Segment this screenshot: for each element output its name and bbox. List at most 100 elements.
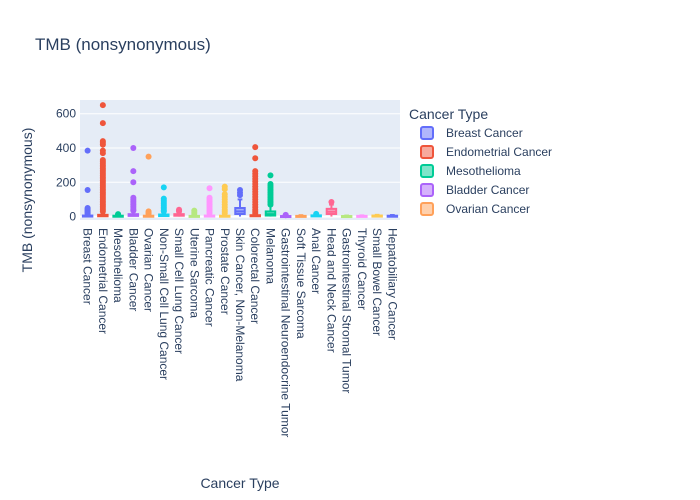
box-outlier-point (328, 199, 335, 205)
box-outlier-point (130, 179, 137, 186)
legend-label: Breast Cancer (446, 126, 523, 140)
legend-title: Cancer Type (409, 106, 488, 122)
box-outlier-point (252, 210, 259, 217)
x-tick-label: Gastrointestinal Stromal Tumor (340, 228, 354, 393)
box-traces (81, 102, 399, 219)
box-outlier-point (191, 211, 198, 217)
legend-swatch (420, 202, 434, 216)
box-trace (81, 147, 94, 218)
box-outlier-point (221, 210, 228, 217)
x-tick-label: Endometrial Cancer (96, 228, 110, 334)
legend-item: Endometrial Cancer (420, 145, 552, 159)
box-outlier-point (99, 102, 106, 109)
x-tick-label: Melanoma (263, 228, 277, 284)
x-tick-label: Soft Tissue Sarcoma (294, 228, 308, 339)
y-tick-label: 400 (56, 141, 76, 155)
box-trace (249, 144, 261, 218)
legend-item: Breast Cancer (420, 126, 523, 140)
legend-swatch (420, 183, 434, 197)
box-outlier-point (145, 211, 152, 217)
box-outlier-point (221, 186, 228, 193)
x-tick-label: Skin Cancer, Non-Melanoma (233, 228, 247, 382)
box-trace (310, 210, 322, 218)
x-axis-title: Cancer Type (200, 475, 279, 491)
box-outlier-point (84, 211, 91, 217)
box-outlier-point (130, 145, 137, 151)
x-tick-label: Breast Cancer (81, 228, 95, 305)
box-trace (127, 145, 140, 217)
box-outlier-point (145, 153, 152, 160)
box-trace (188, 207, 201, 218)
box-outlier-point (267, 201, 274, 208)
legend-label: Endometrial Cancer (446, 145, 552, 159)
chart-title: TMB (nonsynonymous) (35, 35, 211, 54)
y-axis-title: TMB (nonsynonymous) (19, 128, 35, 273)
legend-item: Bladder Cancer (420, 183, 529, 197)
box-trace (173, 206, 185, 217)
x-tick-label: Small Cell Lung Cancer (172, 228, 186, 354)
box-trace (279, 211, 292, 219)
x-tick-label: Colorectal Cancer (248, 228, 262, 324)
legend-swatch (420, 126, 434, 140)
x-tick-label: Non-Small Cell Lung Cancer (157, 228, 171, 380)
x-tick-label: Mesothelioma (111, 228, 125, 303)
box-outlier-point (252, 155, 259, 162)
x-tick-label: Anal Cancer (309, 228, 323, 294)
x-tick-label: Prostate Cancer (218, 228, 232, 315)
box-outlier-point (160, 184, 167, 191)
legend-label: Ovarian Cancer (446, 202, 530, 216)
box-trace (203, 185, 216, 218)
x-tick-label: Thyroid Cancer (355, 228, 369, 310)
box-outlier-point (84, 187, 91, 193)
box-outlier-point (99, 208, 106, 215)
legend-label: Bladder Cancer (446, 183, 529, 197)
x-tick-labels: Breast Cancer Endometrial Cancer Mesotheli… (81, 228, 400, 437)
box-outlier-point (99, 150, 106, 157)
box-trace (371, 213, 383, 218)
box-outlier-point (99, 120, 106, 127)
x-tick-label: Gastrointestinal Neuroendocrine Tumor (279, 228, 293, 437)
box-trace (386, 214, 399, 218)
box-outlier-point (130, 207, 137, 214)
y-tick-label: 200 (56, 175, 76, 189)
y-tick-labels: 0 200 400 600 (56, 107, 76, 224)
box-trace (295, 214, 307, 218)
legend-item: Mesothelioma (420, 164, 521, 178)
legend-label: Mesothelioma (446, 164, 521, 178)
box-outlier-point (237, 192, 243, 199)
box-outlier-point (252, 144, 259, 151)
box-outlier-point (160, 208, 167, 215)
box-trace (112, 211, 124, 218)
box-outlier-point (130, 168, 137, 175)
box-trace (234, 187, 246, 217)
box-outlier-point (206, 185, 213, 192)
x-tick-label: Uterine Sarcoma (187, 228, 201, 318)
box-trace (158, 184, 170, 218)
box-outlier-point (176, 208, 183, 215)
legend-swatch (420, 164, 434, 178)
x-tick-label: Small Bowel Cancer (370, 228, 384, 336)
box-outlier-point (99, 141, 106, 148)
box-trace (325, 199, 338, 217)
x-tick-label: Head and Neck Cancer (324, 228, 338, 353)
box-outlier-point (206, 210, 213, 217)
box-trace (340, 214, 353, 219)
box-trace (356, 214, 368, 218)
box-trace (219, 183, 231, 218)
legend-swatch (420, 145, 434, 159)
y-tick-label: 0 (69, 210, 76, 224)
box-trace (142, 153, 155, 218)
box-outlier-point (84, 147, 91, 154)
box-outlier-point (282, 212, 289, 219)
box-trace (97, 102, 109, 218)
box-trace (264, 172, 277, 217)
y-tick-label: 600 (56, 107, 76, 121)
x-tick-label: Pancreatic Cancer (203, 228, 217, 327)
legend-item: Ovarian Cancer (420, 202, 530, 216)
x-tick-label: Bladder Cancer (126, 228, 140, 311)
x-tick-label: Ovarian Cancer (142, 228, 156, 312)
box-outlier-point (267, 172, 274, 179)
legend: Cancer Type Breast Cancer Endometrial Can… (409, 106, 552, 216)
box-outlier-point (115, 211, 122, 218)
